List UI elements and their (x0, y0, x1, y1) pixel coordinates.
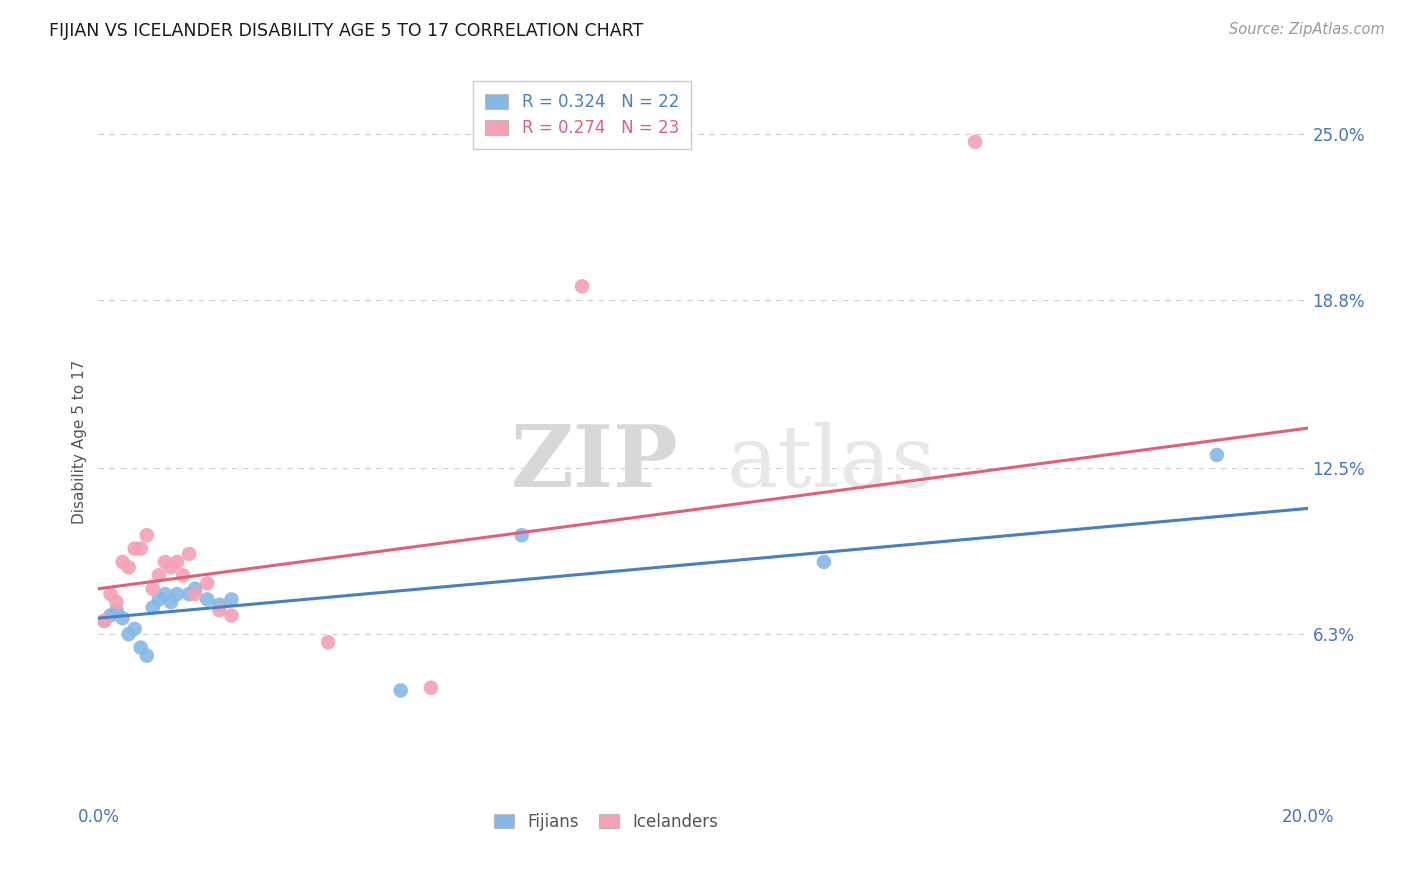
Point (166, 587, 188, 601)
Point (148, 568, 170, 582)
Point (172, 568, 194, 582)
Point (195, 576, 218, 591)
Point (420, 681, 443, 695)
Point (571, 279, 593, 293)
Point (105, 603, 128, 617)
Point (100, 587, 122, 601)
Text: Source: ZipAtlas.com: Source: ZipAtlas.com (1229, 22, 1385, 37)
Point (135, 648, 157, 663)
Point (111, 611, 134, 625)
Text: ZIP: ZIP (510, 421, 679, 505)
Point (965, 135, 987, 149)
Point (124, 622, 146, 636)
Point (195, 592, 218, 607)
Point (184, 587, 207, 601)
Point (153, 555, 176, 569)
Point (208, 598, 231, 612)
Point (135, 528, 157, 542)
Point (179, 547, 201, 561)
Point (93, 614, 115, 628)
Point (179, 587, 201, 601)
Point (160, 595, 183, 609)
Text: atlas: atlas (727, 422, 936, 505)
Point (129, 640, 152, 655)
Point (105, 595, 128, 609)
Point (221, 592, 243, 607)
Point (316, 635, 339, 649)
Point (142, 582, 165, 596)
Point (813, 555, 835, 569)
Point (221, 608, 243, 623)
Point (160, 560, 183, 574)
Point (1206, 448, 1229, 462)
Point (184, 582, 207, 596)
Point (111, 555, 134, 569)
Point (129, 541, 152, 556)
Text: FIJIAN VS ICELANDER DISABILITY AGE 5 TO 17 CORRELATION CHART: FIJIAN VS ICELANDER DISABILITY AGE 5 TO … (49, 22, 644, 40)
Point (100, 608, 122, 623)
Point (510, 528, 533, 542)
Point (389, 683, 412, 698)
Point (93, 614, 115, 628)
Point (142, 600, 165, 615)
Point (118, 560, 141, 574)
Legend: Fijians, Icelanders: Fijians, Icelanders (488, 806, 725, 838)
Y-axis label: Disability Age 5 to 17: Disability Age 5 to 17 (72, 359, 87, 524)
Point (166, 555, 188, 569)
Point (208, 603, 231, 617)
Point (124, 541, 146, 556)
Point (118, 627, 141, 641)
Point (153, 587, 176, 601)
Point (148, 592, 170, 607)
